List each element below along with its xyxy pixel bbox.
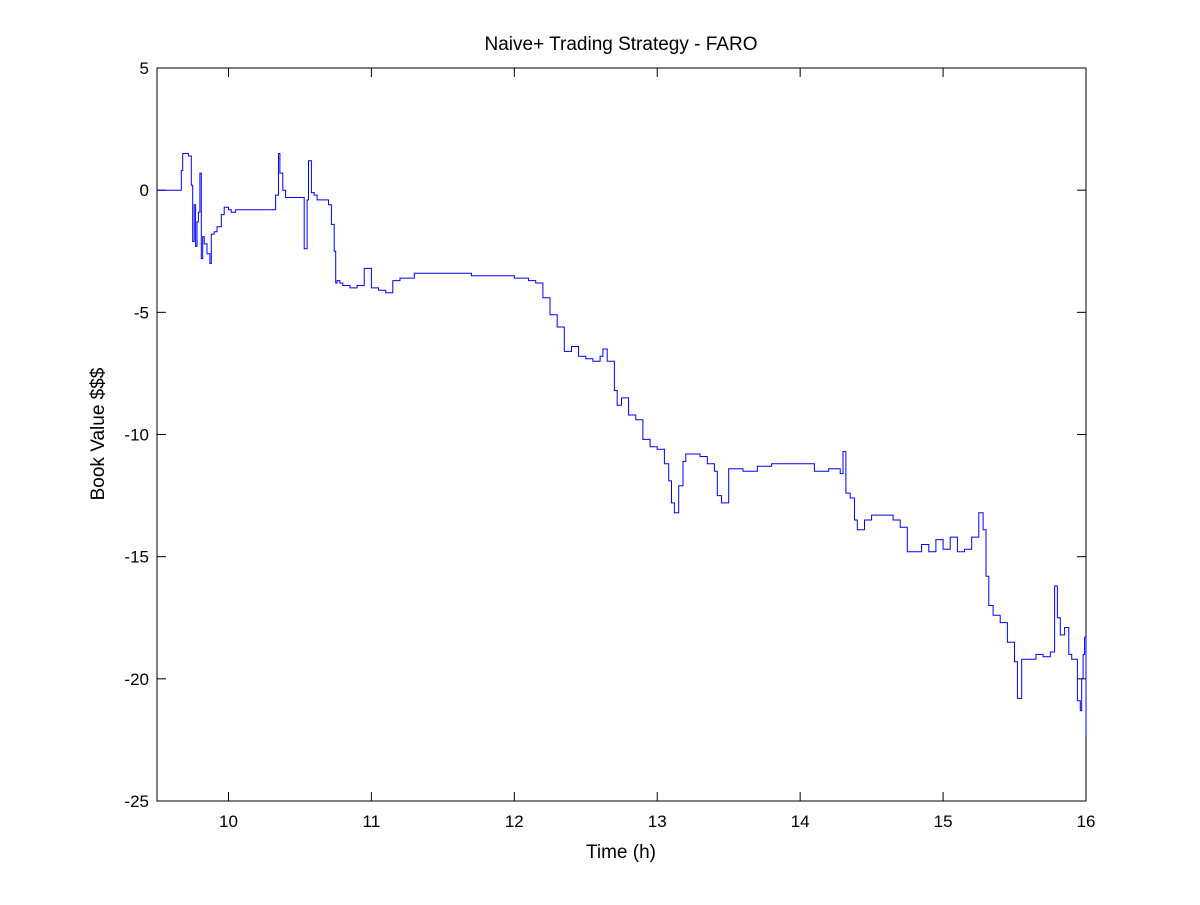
- y-tick-label: 5: [140, 59, 149, 78]
- x-tick-label: 10: [219, 812, 238, 831]
- y-tick-label: -25: [124, 792, 149, 811]
- x-tick-label: 11: [363, 812, 381, 831]
- book-value-line: [157, 153, 1087, 735]
- y-tick-label: -10: [124, 426, 149, 445]
- x-axis: 10 11 12 13 14 15 16: [219, 68, 1095, 831]
- chart-title: Naive+ Trading Strategy - FARO: [485, 34, 758, 55]
- y-tick-label: -20: [124, 670, 149, 689]
- y-axis-label: Book Value $$$: [88, 367, 109, 500]
- plot-area: 10 11 12 13 14 15 16 5 0 -5 -10 -15 -20 -25: [124, 59, 1095, 831]
- x-tick-label: 12: [505, 812, 524, 831]
- x-axis-label: Time (h): [586, 842, 656, 863]
- y-tick-label: 0: [140, 181, 149, 200]
- y-axis: 5 0 -5 -10 -15 -20 -25: [124, 59, 1086, 811]
- x-tick-label: 14: [791, 812, 810, 831]
- x-tick-label: 13: [648, 812, 667, 831]
- y-tick-label: -5: [134, 303, 149, 322]
- x-tick-label: 15: [934, 812, 953, 831]
- y-tick-label: -15: [124, 548, 149, 567]
- x-tick-label: 16: [1077, 812, 1096, 831]
